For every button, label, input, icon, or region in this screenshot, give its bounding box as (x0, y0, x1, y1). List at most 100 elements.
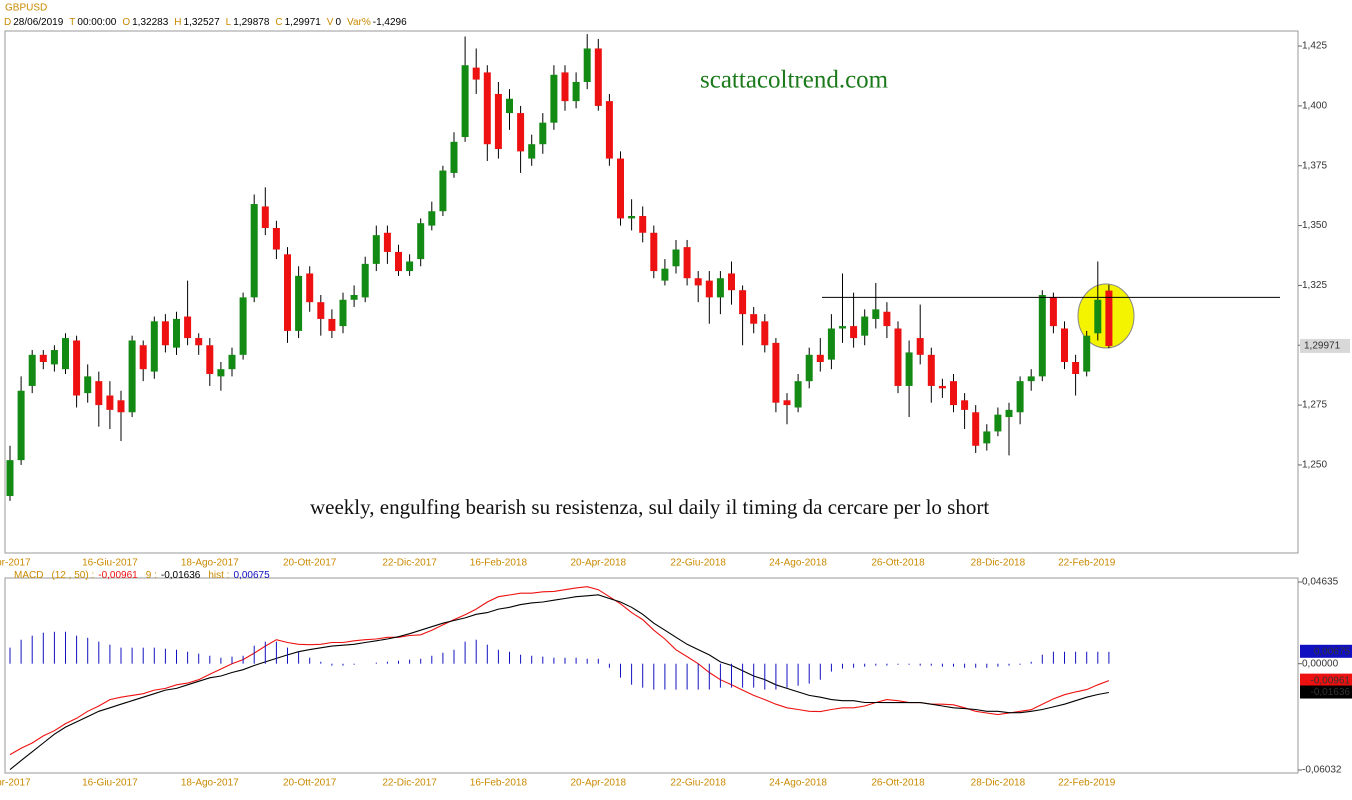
y-tick-label: 1,275 (1302, 400, 1327, 411)
candle-body (539, 122, 547, 145)
candle-body (839, 326, 846, 329)
candle-body (28, 354, 36, 386)
candle-body (250, 204, 258, 298)
candle-body (261, 206, 269, 228)
y-tick-label: 1,325 (1302, 280, 1327, 291)
candle-body (128, 340, 136, 413)
candle-body (794, 381, 802, 408)
info-line: D 28/06/2019 T 00:00:00 O 1,32283 H 1,32527 L 1,2… (4, 17, 407, 28)
candle-body (6, 460, 14, 497)
candle-body (594, 48, 602, 106)
candle-body (783, 400, 791, 406)
candle-body (1072, 362, 1080, 374)
candle-body (916, 338, 924, 355)
candle-body (739, 290, 747, 315)
candle-body (117, 400, 125, 413)
candle-body (639, 216, 647, 233)
candle-body (150, 321, 158, 372)
value-tag (1300, 673, 1352, 687)
candle-body (1038, 294, 1046, 377)
candle-body (961, 400, 969, 410)
last-price-label: 1,29971 (1304, 341, 1341, 352)
candle-body (206, 345, 214, 374)
candle-body (1016, 381, 1024, 413)
candle-body (472, 67, 480, 80)
info-value: 1,32283 (132, 17, 169, 28)
price-panel (4, 30, 1299, 554)
candle-body (1027, 376, 1035, 382)
candle-body (528, 144, 536, 159)
legend-name: (12 , 50) : (51, 570, 94, 581)
x-tick-label: 20-Apr-2018 (571, 778, 627, 789)
candle-body (650, 232, 658, 272)
candle-body (728, 273, 735, 291)
candle-body (761, 321, 769, 346)
candle-body (772, 342, 780, 403)
value-tag (1300, 644, 1352, 658)
candle-body (583, 48, 591, 82)
candle-body (694, 278, 702, 286)
candle-body (184, 316, 192, 339)
candle-body (661, 268, 669, 281)
x-tick-label: 16-Giu-2017 (82, 778, 138, 789)
candle-body (517, 113, 525, 152)
candle-body (683, 247, 691, 279)
candle-body (672, 249, 680, 267)
candle-body (228, 354, 236, 370)
candle-body (927, 354, 935, 386)
candle-body (938, 385, 946, 389)
candle-body (272, 227, 280, 250)
candle-body (628, 216, 636, 219)
info-value: 1,29878 (233, 17, 270, 28)
x-tick-label: 26-Ott-2018 (871, 778, 925, 789)
legend-value: -0,00961 (98, 570, 138, 581)
candle-body (317, 302, 325, 319)
legend-value: 0,00675 (233, 570, 270, 581)
candle-body (383, 232, 391, 252)
legend-name: hist : (208, 570, 229, 581)
candle-body (17, 390, 25, 461)
last-price-tag (1300, 338, 1350, 353)
candle-body (106, 395, 114, 410)
x-tick-label: 26-Ott-2018 (871, 558, 925, 569)
candle-body (705, 280, 713, 298)
candle-body (550, 74, 558, 123)
annotation: weekly, engulfing bearish su resistenza,… (310, 495, 989, 519)
candle-body (827, 328, 835, 360)
candle-body (872, 309, 880, 319)
candle-body (84, 376, 92, 394)
x-tick-label: 22-Giu-2018 (670, 558, 726, 569)
y-tick-label: 0,00000 (1302, 658, 1339, 669)
info-key: C (275, 17, 282, 28)
x-tick-label: 22-Giu-2018 (670, 778, 726, 789)
candle-body (328, 318, 336, 331)
candle-body (1105, 290, 1113, 346)
candle-body (461, 65, 469, 138)
x-tick-label: 16-Giu-2017 (82, 558, 138, 569)
x-tick-label: 22-Dic-2017 (382, 558, 437, 569)
y-tick-label: 1,350 (1302, 220, 1327, 231)
candle-body (1005, 409, 1013, 418)
candle-body (894, 328, 902, 386)
info-value: 1,32527 (184, 17, 221, 28)
candle-body (983, 431, 991, 444)
candle-body (239, 297, 247, 355)
value-tag-label: -0,00961 (1311, 675, 1351, 686)
candle-body (494, 93, 502, 149)
info-key: V (327, 17, 334, 28)
y-tick-label: 1,375 (1302, 160, 1327, 171)
candle-body (339, 299, 347, 327)
candle-body (139, 345, 147, 370)
x-tick-label: 16-Feb-2018 (470, 558, 528, 569)
x-tick-label: 18-Ago-2017 (181, 778, 239, 789)
y-tick-label: 1,400 (1302, 101, 1327, 112)
x-tick-label: 24-Ago-2018 (769, 778, 827, 789)
info-key: T (69, 17, 75, 28)
x-tick-label: Apr-2017 (0, 778, 31, 789)
info-key: O (122, 17, 130, 28)
candle-body (173, 318, 180, 348)
candle-body (850, 326, 858, 339)
y-tick-label: -0,06032 (1302, 765, 1342, 776)
info-key: H (174, 17, 181, 28)
